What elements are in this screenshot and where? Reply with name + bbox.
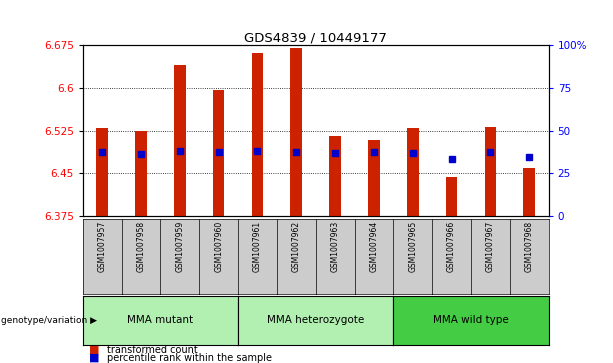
Text: GSM1007966: GSM1007966 xyxy=(447,221,456,272)
Text: GSM1007965: GSM1007965 xyxy=(408,221,417,272)
Text: GSM1007961: GSM1007961 xyxy=(253,221,262,272)
Text: GSM1007962: GSM1007962 xyxy=(292,221,301,272)
Text: GSM1007964: GSM1007964 xyxy=(370,221,378,272)
Bar xyxy=(135,131,147,216)
Bar xyxy=(524,168,535,216)
Text: MMA wild type: MMA wild type xyxy=(433,315,509,325)
Text: GSM1007957: GSM1007957 xyxy=(97,221,107,272)
Text: GSM1007960: GSM1007960 xyxy=(214,221,223,272)
Text: percentile rank within the sample: percentile rank within the sample xyxy=(107,352,272,363)
Bar xyxy=(329,136,341,216)
Text: GSM1007967: GSM1007967 xyxy=(486,221,495,272)
Bar xyxy=(213,90,224,216)
Bar xyxy=(291,48,302,216)
Text: GSM1007963: GSM1007963 xyxy=(330,221,340,272)
Text: transformed count: transformed count xyxy=(107,344,198,355)
Text: genotype/variation ▶: genotype/variation ▶ xyxy=(1,316,97,325)
Text: MMA mutant: MMA mutant xyxy=(128,315,194,325)
Text: MMA heterozygote: MMA heterozygote xyxy=(267,315,364,325)
Bar xyxy=(96,128,108,216)
Bar xyxy=(484,127,497,216)
Text: GSM1007968: GSM1007968 xyxy=(525,221,534,272)
Text: ■: ■ xyxy=(89,352,99,363)
Bar xyxy=(368,140,379,216)
Text: GSM1007959: GSM1007959 xyxy=(175,221,185,272)
Bar xyxy=(407,128,419,216)
Text: GSM1007958: GSM1007958 xyxy=(137,221,145,272)
Title: GDS4839 / 10449177: GDS4839 / 10449177 xyxy=(244,31,387,44)
Bar xyxy=(252,53,264,216)
Bar xyxy=(174,65,186,216)
Text: ■: ■ xyxy=(89,344,99,355)
Bar xyxy=(446,177,457,216)
